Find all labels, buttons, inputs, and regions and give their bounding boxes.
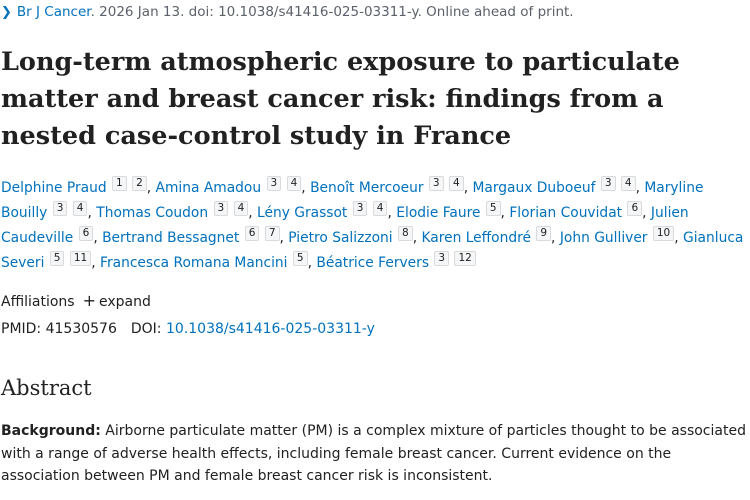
author-item: Maryline Bouilly 3 4,: [1, 180, 704, 221]
doi-label: DOI:: [130, 321, 162, 337]
affiliation-badge[interactable]: 8: [398, 226, 413, 241]
author-item: Béatrice Fervers 3 12: [316, 251, 476, 271]
citation-details: . 2026 Jan 13. doi: 10.1038/s41416-025-0…: [90, 4, 574, 20]
affiliation-badge[interactable]: 5: [485, 201, 501, 216]
affiliation-badge[interactable]: 1: [112, 176, 127, 191]
author-name-link[interactable]: Pietro Salizzoni: [288, 230, 393, 246]
author-item: Amina Amadou 3 4,: [155, 176, 311, 196]
author-name-link[interactable]: John Gulliver: [559, 230, 648, 246]
author-item: Karen Leffondré 9,: [421, 226, 560, 246]
author-item: Gianluca Severi 5 11,: [1, 230, 744, 271]
author-item: Delphine Praud 1 2,: [1, 176, 156, 196]
author-name-link[interactable]: Florian Couvidat: [509, 205, 623, 221]
author-name-link[interactable]: Francesca Romana Mancini: [100, 255, 288, 271]
chevron-right-icon[interactable]: ❯: [1, 5, 12, 20]
affiliation-badge[interactable]: 4: [72, 201, 88, 216]
affiliation-badge[interactable]: 3: [434, 251, 450, 266]
affiliation-badge[interactable]: 3: [600, 176, 616, 191]
author-name-link[interactable]: Karen Leffondré: [421, 230, 531, 246]
pmid-label: PMID:: [1, 321, 42, 337]
author-name-link[interactable]: Béatrice Fervers: [316, 255, 430, 271]
affiliation-badge[interactable]: 11: [69, 251, 92, 266]
abstract-heading: Abstract: [1, 376, 92, 400]
author-item: Benoît Mercoeur 3 4,: [310, 176, 473, 196]
citation-line: ❯ Br J Cancer. 2026 Jan 13. doi: 10.1038/…: [1, 4, 574, 20]
affiliation-badge[interactable]: 3: [428, 176, 444, 191]
affiliation-badge[interactable]: 5: [292, 251, 308, 266]
author-name-link[interactable]: Julien Caudeville: [1, 205, 689, 246]
plus-icon: +: [82, 291, 96, 310]
author-name-link[interactable]: Amina Amadou: [155, 180, 262, 196]
author-item: Pietro Salizzoni 8,: [288, 226, 422, 246]
author-item: Bertrand Bessagnet 6 7,: [102, 226, 289, 246]
affiliation-badge[interactable]: 2: [132, 176, 147, 191]
author-item: Francesca Romana Mancini 5,: [100, 251, 317, 271]
affiliation-badge[interactable]: 4: [233, 201, 249, 216]
author-item: John Gulliver 10,: [559, 226, 684, 246]
affiliation-badge[interactable]: 3: [213, 201, 229, 216]
author-item: Lény Grassot 3 4,: [257, 201, 397, 221]
author-name-link[interactable]: Margaux Duboeuf: [472, 180, 596, 196]
affiliations-label: Affiliations: [1, 294, 75, 310]
author-name-link[interactable]: Lény Grassot: [257, 205, 348, 221]
authors-list: Delphine Praud 1 2, Amina Amadou 3 4, Be…: [1, 176, 749, 276]
affiliation-badge[interactable]: 9: [536, 226, 552, 241]
author-item: Elodie Faure 5,: [396, 201, 510, 221]
background-label: Background:: [1, 423, 101, 439]
affiliation-badge[interactable]: 6: [627, 201, 643, 216]
affiliation-badge[interactable]: 3: [352, 201, 368, 216]
affiliations-toggle[interactable]: Affiliations + expand: [1, 291, 151, 310]
doi-link[interactable]: 10.1038/s41416-025-03311-y: [165, 321, 375, 337]
background-text: Airborne particulate matter (PM) is a co…: [1, 423, 746, 484]
affiliation-badge[interactable]: 6: [78, 226, 94, 241]
pmid-value: 41530576: [45, 321, 117, 337]
author-item: Thomas Coudon 3 4,: [96, 201, 258, 221]
author-item: Julien Caudeville 6,: [1, 205, 689, 246]
affiliation-badge[interactable]: 10: [652, 226, 675, 241]
author-name-link[interactable]: Elodie Faure: [396, 205, 481, 221]
affiliation-badge[interactable]: 5: [49, 251, 65, 266]
author-item: Florian Couvidat 6,: [509, 201, 651, 221]
author-name-link[interactable]: Maryline Bouilly: [1, 180, 704, 221]
abstract-background: Background: Airborne particulate matter …: [1, 420, 749, 488]
journal-link[interactable]: Br J Cancer: [16, 4, 91, 20]
affiliation-badge[interactable]: 7: [264, 226, 280, 241]
affiliation-badge[interactable]: 3: [52, 201, 68, 216]
author-item: Margaux Duboeuf 3 4,: [472, 176, 645, 196]
article-ids: PMID: 41530576 DOI: 10.1038/s41416-025-03…: [1, 321, 375, 337]
author-name-link[interactable]: Benoît Mercoeur: [310, 180, 424, 196]
author-name-link[interactable]: Bertrand Bessagnet: [102, 230, 240, 246]
author-name-link[interactable]: Gianluca Severi: [1, 230, 744, 271]
affiliation-badge[interactable]: 4: [372, 201, 388, 216]
article-title: Long-term atmospheric exposure to partic…: [1, 47, 680, 151]
affiliation-badge[interactable]: 4: [286, 176, 302, 191]
affiliation-badge[interactable]: 4: [449, 176, 464, 191]
affiliation-badge[interactable]: 3: [266, 176, 282, 191]
author-name-link[interactable]: Thomas Coudon: [96, 205, 209, 221]
expand-label: expand: [99, 294, 151, 310]
author-name-link[interactable]: Delphine Praud: [1, 180, 107, 196]
affiliation-badge[interactable]: 4: [620, 176, 636, 191]
affiliation-badge[interactable]: 12: [454, 251, 476, 266]
affiliation-badge[interactable]: 6: [244, 226, 260, 241]
